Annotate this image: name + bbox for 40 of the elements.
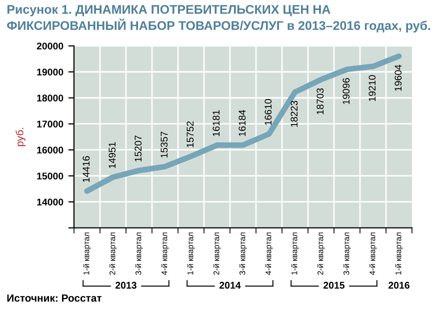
x-tick-label: 1-й квартал (83, 232, 91, 275)
x-tick-label: 1-й квартал (395, 232, 403, 275)
text: 2014 (220, 282, 241, 289)
x-tick-label: 2-й квартал (213, 232, 221, 275)
data-label: 18223 (290, 100, 298, 127)
x-tick-label: 3-й квартал (135, 232, 143, 275)
data-label: 16610 (264, 99, 272, 125)
y-axis-title: руб. (16, 128, 26, 146)
data-label: 19210 (368, 75, 376, 102)
y-tick-label: 14000 (37, 198, 64, 206)
x-tick-label: 3-й квартал (343, 232, 351, 275)
data-label: 19096 (342, 78, 350, 104)
y-tick-label: 17000 (37, 120, 64, 128)
data-label: 15207 (134, 136, 142, 162)
y-tick-label: 15000 (37, 172, 64, 180)
data-label: 15752 (186, 121, 194, 148)
text: 2015 (324, 282, 345, 289)
text: Источник: Росстат (7, 294, 102, 302)
y-tick-label: 16000 (37, 146, 64, 154)
text: 2016 (388, 282, 410, 289)
x-tick-label: 3-й квартал (239, 232, 247, 275)
x-tick-label: 2-й квартал (109, 232, 117, 275)
chart-title: Рисунок 1. ДИНАМИКА ПОТРЕБИТЕЛЬСКИХ ЦЕН НА ФИКСИРОВАННЫЙ НАБОР ТОВАРОВ/УСЛУГ в 2013–2016 годах, руб. (7, 4, 430, 32)
x-tick-label: 4-й квартал (369, 232, 377, 275)
y-tick-label: 20000 (36, 42, 64, 50)
x-tick-label: 4-й квартал (161, 232, 169, 275)
x-tick-label: 1-й квартал (187, 232, 195, 275)
x-tick-label: 2-й квартал (317, 232, 325, 275)
data-label: 14951 (108, 142, 116, 168)
x-tick-label: 1-й квартал (291, 232, 299, 275)
data-label: 16184 (238, 110, 246, 136)
data-label: 18703 (316, 88, 324, 114)
x-tick-label: 4-й квартал (265, 232, 273, 275)
y-tick-label: 19000 (37, 68, 64, 76)
data-label: 16181 (212, 110, 220, 136)
y-tick-label: 18000 (37, 94, 64, 102)
data-label: 19604 (394, 64, 402, 91)
data-label: 15357 (160, 132, 168, 158)
text: 2013 (116, 282, 136, 289)
data-label: 14416 (82, 156, 90, 182)
